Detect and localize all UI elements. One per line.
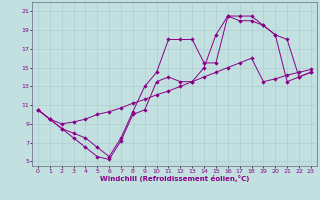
X-axis label: Windchill (Refroidissement éolien,°C): Windchill (Refroidissement éolien,°C) bbox=[100, 175, 249, 182]
